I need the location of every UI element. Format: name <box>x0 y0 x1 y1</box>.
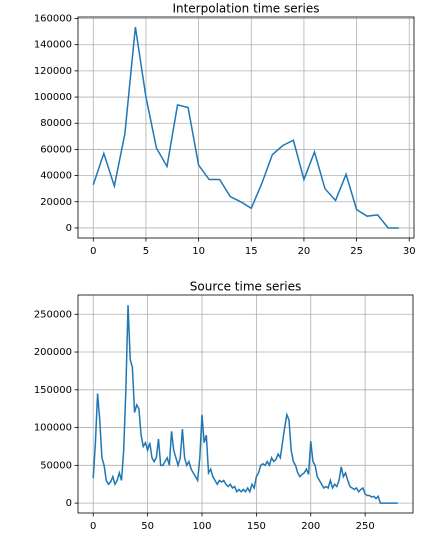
x-tick-label: 10 <box>192 246 205 257</box>
y-tick-label: 80000 <box>40 118 72 129</box>
x-tick-label: 200 <box>301 521 320 532</box>
x-tick-label: 20 <box>298 246 311 257</box>
data-line <box>92 26 399 229</box>
y-tick-label: 50000 <box>40 460 72 471</box>
x-tick-label: 15 <box>245 246 258 257</box>
y-tick-label: 150000 <box>34 385 72 396</box>
x-tick-label: 5 <box>143 246 149 257</box>
plot-frame <box>77 294 414 514</box>
chart-title: Interpolation time series <box>172 2 319 16</box>
x-tick-label: 150 <box>247 521 266 532</box>
x-tick-label: 30 <box>403 246 416 257</box>
x-tick-label: 0 <box>90 521 96 532</box>
y-tick-label: 0 <box>66 498 72 509</box>
y-tick-label: 140000 <box>34 40 72 51</box>
y-tick-label: 160000 <box>34 14 72 25</box>
y-tick-label: 200000 <box>34 347 72 358</box>
y-tick-label: 0 <box>66 223 72 234</box>
data-line <box>92 305 398 504</box>
x-tick-label: 50 <box>141 521 154 532</box>
x-tick-label: 25 <box>350 246 363 257</box>
x-tick-label: 100 <box>192 521 211 532</box>
x-tick-label: 250 <box>356 521 375 532</box>
x-tick-label: 0 <box>90 246 96 257</box>
y-tick-label: 20000 <box>40 197 72 208</box>
y-tick-label: 250000 <box>34 309 72 320</box>
y-tick-label: 120000 <box>34 66 72 77</box>
y-tick-label: 100000 <box>34 92 72 103</box>
y-tick-label: 40000 <box>40 171 72 182</box>
chart-title: Source time series <box>190 280 302 294</box>
y-tick-label: 100000 <box>34 423 72 434</box>
plot-frame <box>77 16 415 239</box>
y-tick-label: 60000 <box>40 144 72 155</box>
